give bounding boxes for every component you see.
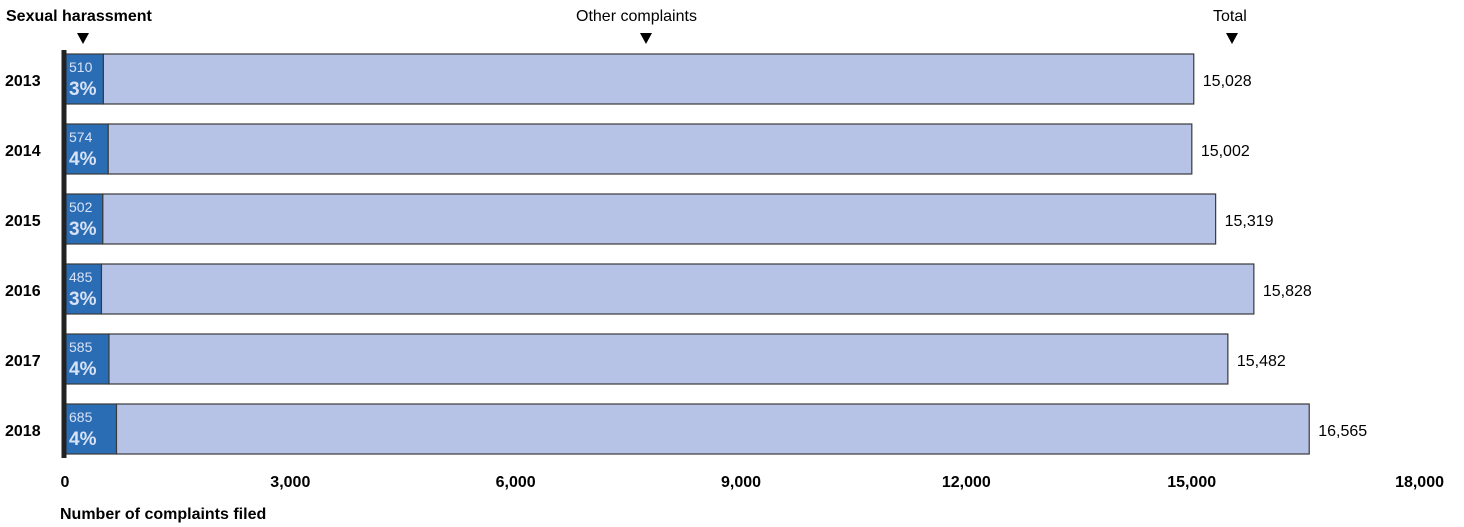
x-tick-label-3000: 3,000	[270, 474, 310, 491]
sexual-harassment-bar-2017	[64, 333, 110, 385]
total-label-2015: 15,319	[1225, 213, 1274, 230]
x-tick-label-6000: 6,000	[496, 474, 536, 491]
sexual-harassment-percent-label-2017: 4%	[69, 359, 97, 380]
other-complaints-bar-2015	[102, 193, 1217, 245]
year-label-2016: 2016	[5, 283, 41, 300]
total-label-2017: 15,482	[1237, 353, 1286, 370]
sexual-harassment-marker-icon	[77, 33, 89, 44]
year-label-2013: 2013	[5, 73, 41, 90]
sexual-harassment-count-label-2017: 585	[69, 339, 93, 355]
total-header: Total	[1213, 8, 1247, 25]
x-tick-label-12000: 12,000	[942, 474, 991, 491]
sexual-harassment-bar-2013	[64, 53, 104, 105]
total-marker-icon	[1226, 33, 1238, 44]
year-label-2014: 2014	[5, 143, 41, 160]
other-complaints-marker-icon	[640, 33, 652, 44]
total-label-2013: 15,028	[1203, 73, 1252, 90]
other-complaints-bar-2017	[108, 333, 1229, 385]
other-complaints-bar-2018	[115, 403, 1310, 455]
sexual-harassment-percent-label-2014: 4%	[69, 149, 97, 170]
other-complaints-bar-2013	[102, 53, 1195, 105]
x-tick-label-15000: 15,000	[1167, 474, 1216, 491]
x-axis-title: Number of complaints filed	[60, 506, 267, 523]
other-complaints-bar-2014	[107, 123, 1193, 175]
sexual-harassment-percent-label-2018: 4%	[69, 429, 97, 450]
sexual-harassment-percent-label-2015: 3%	[69, 219, 97, 240]
sexual-harassment-bar-2015	[64, 193, 104, 245]
year-label-2018: 2018	[5, 423, 41, 440]
total-label-2014: 15,002	[1201, 143, 1250, 160]
total-label-2016: 15,828	[1263, 283, 1312, 300]
sexual-harassment-count-label-2014: 574	[69, 129, 93, 145]
total-label-2018: 16,565	[1318, 423, 1367, 440]
other-complaints-bar-2016	[100, 263, 1255, 315]
x-tick-label-9000: 9,000	[721, 474, 761, 491]
year-label-2017: 2017	[5, 353, 41, 370]
sexual-harassment-count-label-2015: 502	[69, 199, 93, 215]
sexual-harassment-count-label-2016: 485	[69, 269, 93, 285]
sexual-harassment-percent-label-2013: 3%	[69, 79, 97, 100]
x-tick-label-18000: 18,000	[1395, 474, 1444, 491]
sexual-harassment-count-label-2018: 685	[69, 409, 93, 425]
sexual-harassment-header: Sexual harassment	[6, 8, 152, 25]
year-label-2015: 2015	[5, 213, 41, 230]
sexual-harassment-bar-2016	[64, 263, 103, 315]
sexual-harassment-percent-label-2016: 3%	[69, 289, 97, 310]
sexual-harassment-count-label-2013: 510	[69, 59, 93, 75]
x-tick-label-0: 0	[61, 474, 70, 491]
sexual-harassment-bar-2018	[64, 403, 118, 455]
other-complaints-header: Other complaints	[576, 8, 697, 25]
